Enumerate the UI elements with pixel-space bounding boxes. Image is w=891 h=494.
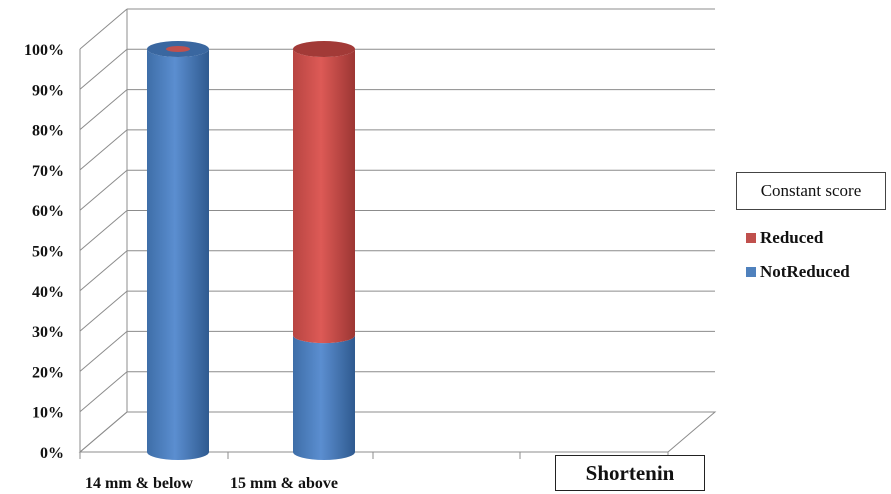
y-tick-label: 10%	[32, 405, 64, 422]
legend-label-not-reduced: NotReduced	[760, 262, 850, 281]
y-tick-label: 40%	[32, 284, 64, 301]
side-gridline	[79, 290, 128, 332]
side-gridline	[79, 250, 128, 292]
y-tick-label: 90%	[32, 82, 64, 99]
y-tick-label: 20%	[32, 364, 64, 381]
legend-label-reduced: Reduced	[760, 228, 824, 247]
bars-layer	[147, 41, 355, 460]
y-tick-label: 30%	[32, 324, 64, 341]
grid-layer	[78, 8, 717, 459]
side-gridline	[79, 89, 128, 130]
side-gridline	[79, 129, 128, 171]
floor	[78, 411, 717, 453]
side-gridline	[79, 8, 128, 50]
bar-top-sliver	[166, 46, 190, 52]
y-tick-labels: 0% 10% 20% 30% 40% 50% 60% 70% 80% 90% 100%	[24, 42, 64, 462]
category-label: 15 mm & above	[230, 475, 338, 492]
bar-segment-not-reduced	[147, 49, 209, 460]
y-tick-label: 80%	[32, 123, 64, 140]
bar-segment-reduced	[293, 49, 355, 344]
y-tick-label: 50%	[32, 244, 64, 261]
side-gridline	[79, 48, 128, 90]
side-gridline	[79, 210, 128, 251]
side-gridline	[79, 371, 128, 413]
y-tick-label: 0%	[40, 445, 64, 462]
bar-top-cap	[293, 41, 355, 57]
side-gridline	[79, 331, 128, 372]
category-labels: 14 mm & below 15 mm & above	[85, 475, 338, 492]
side-gridline	[79, 169, 128, 211]
legend-item-not-reduced: NotReduced	[746, 262, 850, 282]
legend-swatch-not-reduced	[746, 267, 756, 277]
category-label: 14 mm & below	[85, 475, 193, 492]
y-tick-label: 60%	[32, 203, 64, 220]
legend-swatch-reduced	[746, 233, 756, 243]
bar-segment-not-reduced	[293, 335, 355, 460]
legend-item-reduced: Reduced	[746, 228, 823, 248]
x-axis-title: Shortenin	[555, 455, 705, 491]
y-tick-label: 100%	[24, 42, 64, 59]
y-tick-label: 70%	[32, 163, 64, 180]
legend-title: Constant score	[736, 172, 886, 210]
